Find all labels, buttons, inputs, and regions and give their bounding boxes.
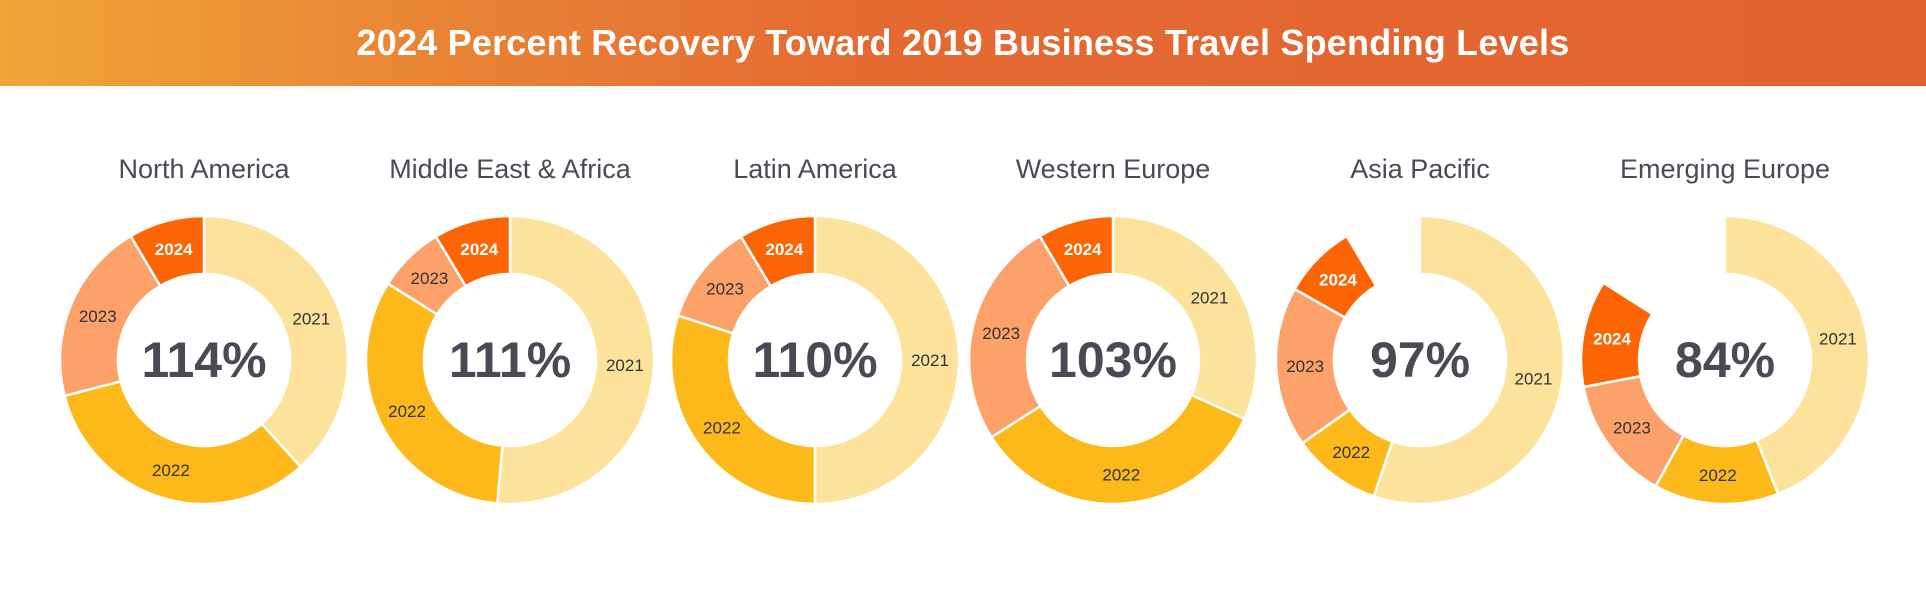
donut-middle-east-and-africa: Middle East & Africa 2021 2022 2023 2024 111% (364, 154, 656, 506)
segment-latin-america-2024 (739, 214, 817, 288)
segment-label-middle-east-and-africa-2024: 2024 (460, 240, 498, 259)
region-title-asia-pacific: Asia Pacific (1350, 154, 1490, 184)
segment-label-asia-pacific-2023: 2023 (1286, 357, 1324, 376)
segment-label-north-america-2023: 2023 (79, 307, 117, 326)
segment-label-north-america-2024: 2024 (155, 240, 193, 259)
center-label-middle-east-and-africa: 111% (449, 332, 571, 388)
center-label-asia-pacific: 97% (1370, 332, 1470, 388)
segment-western-europe-2024 (1037, 214, 1115, 288)
segment-middle-east-and-africa-2022 (364, 281, 504, 505)
donut-charts: North America 2021 2022 2023 2024 114% Middle … (58, 154, 1871, 506)
segment-latin-america-2021 (813, 214, 961, 506)
region-title-middle-east-and-africa: Middle East & Africa (389, 154, 632, 184)
segment-emerging-europe-2024 (1579, 281, 1655, 389)
segment-north-america-2024 (128, 214, 206, 288)
segment-label-western-europe-2023: 2023 (982, 324, 1020, 343)
donut-emerging-europe: Emerging Europe 2021 2022 2023 2024 84% (1579, 154, 1871, 506)
chart-title: 2024 Percent Recovery Toward 2019 Busine… (356, 22, 1570, 63)
donut-latin-america: Latin America 2021 2022 2023 2024 110% (669, 154, 961, 506)
segment-label-asia-pacific-2022: 2022 (1332, 443, 1370, 462)
segment-north-america-2021 (202, 214, 350, 469)
center-label-latin-america: 110% (752, 332, 877, 388)
segment-label-latin-america-2024: 2024 (765, 240, 803, 259)
donut-western-europe: Western Europe 2021 2022 2023 2024 103% (967, 154, 1259, 506)
center-label-north-america: 114% (141, 332, 266, 388)
segment-label-asia-pacific-2021: 2021 (1515, 370, 1553, 389)
segment-western-europe-2023 (967, 234, 1071, 439)
segment-label-emerging-europe-2022: 2022 (1699, 466, 1737, 485)
segment-middle-east-and-africa-2024 (434, 214, 512, 288)
segment-label-latin-america-2023: 2023 (706, 279, 744, 298)
segment-label-western-europe-2022: 2022 (1102, 466, 1140, 485)
segment-label-middle-east-and-africa-2021: 2021 (606, 356, 644, 375)
segment-western-europe-2021 (1111, 214, 1259, 421)
segment-asia-pacific-2021 (1372, 214, 1566, 506)
segment-label-emerging-europe-2024: 2024 (1593, 329, 1631, 348)
segment-label-western-europe-2021: 2021 (1191, 288, 1229, 307)
region-title-north-america: North America (118, 154, 290, 184)
segment-label-western-europe-2024: 2024 (1064, 240, 1102, 259)
segment-emerging-europe-2021 (1723, 214, 1871, 496)
region-title-latin-america: Latin America (733, 154, 898, 184)
region-title-emerging-europe: Emerging Europe (1620, 154, 1830, 184)
segment-label-middle-east-and-africa-2023: 2023 (411, 269, 449, 288)
segment-latin-america-2022 (669, 313, 817, 506)
segment-label-latin-america-2021: 2021 (911, 351, 949, 370)
segment-label-latin-america-2022: 2022 (703, 419, 741, 438)
segment-label-asia-pacific-2024: 2024 (1319, 270, 1357, 289)
segment-label-middle-east-and-africa-2022: 2022 (388, 402, 426, 421)
center-label-emerging-europe: 84% (1675, 332, 1775, 388)
segment-western-europe-2022 (989, 393, 1247, 506)
segment-label-emerging-europe-2021: 2021 (1819, 329, 1857, 348)
donut-north-america: North America 2021 2022 2023 2024 114% (58, 154, 350, 506)
region-title-western-europe: Western Europe (1016, 154, 1211, 184)
segment-label-north-america-2021: 2021 (292, 310, 330, 329)
segment-label-emerging-europe-2023: 2023 (1613, 419, 1651, 438)
title-banner: 2024 Percent Recovery Toward 2019 Busine… (0, 0, 1926, 86)
segment-asia-pacific-2024 (1292, 234, 1378, 320)
segment-north-america-2022 (63, 379, 303, 506)
donut-asia-pacific: Asia Pacific 2021 2022 2023 2024 97% (1274, 154, 1566, 506)
segment-label-north-america-2022: 2022 (152, 461, 190, 480)
center-label-western-europe: 103% (1049, 332, 1177, 388)
segment-middle-east-and-africa-2021 (495, 214, 656, 506)
